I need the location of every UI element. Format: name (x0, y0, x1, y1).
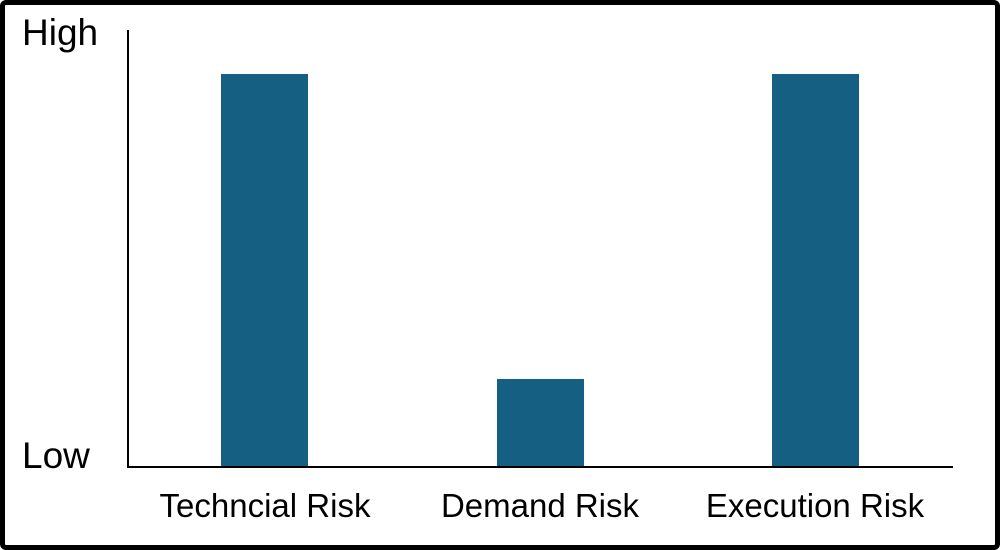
x-axis-line (127, 466, 953, 468)
category-label-execution-risk: Execution Risk (705, 487, 925, 524)
y-axis-tick-label-high: High (22, 12, 99, 53)
risk-bar-chart: High Low Techncial Risk Demand Risk Execut… (5, 5, 995, 545)
y-axis-line (127, 30, 129, 468)
bar-techncial-risk (221, 74, 308, 466)
category-label-demand-risk: Demand Risk (440, 487, 640, 524)
bar-demand-risk (497, 379, 584, 466)
y-axis-tick-label-low: Low (22, 435, 90, 476)
bar-execution-risk (772, 74, 859, 466)
category-label-techncial-risk: Techncial Risk (159, 487, 371, 524)
